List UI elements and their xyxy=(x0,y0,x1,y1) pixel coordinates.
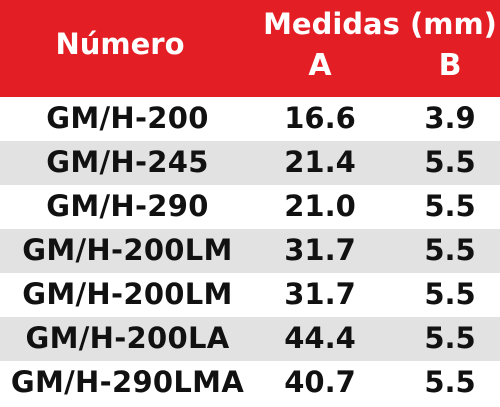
cell-a: 31.7 xyxy=(284,277,356,311)
header-col-a: A xyxy=(308,48,332,83)
table-row: GM/H-200LM 31.7 5.5 xyxy=(0,273,500,317)
table-row: GM/H-290LMA 40.7 5.5 xyxy=(0,361,500,405)
cell-a: 21.0 xyxy=(284,189,356,223)
cell-numero: GM/H-200 xyxy=(46,101,209,135)
header-numero: Número xyxy=(55,27,185,61)
cell-a: 40.7 xyxy=(284,365,356,399)
table-row: GM/H-200 16.6 3.9 xyxy=(0,97,500,141)
table-row: GM/H-200LM 31.7 5.5 xyxy=(0,229,500,273)
cell-numero: GM/H-245 xyxy=(46,145,209,179)
table-row: GM/H-200LA 44.4 5.5 xyxy=(0,317,500,361)
cell-numero: GM/H-200LM xyxy=(22,233,233,267)
cell-b: 3.9 xyxy=(424,101,476,135)
table-body: GM/H-200 16.6 3.9 GM/H-245 21.4 5.5 GM/H… xyxy=(0,97,500,405)
table-row: GM/H-245 21.4 5.5 xyxy=(0,141,500,185)
cell-a: 16.6 xyxy=(284,101,356,135)
cell-a: 31.7 xyxy=(284,233,356,267)
cell-numero: GM/H-290LMA xyxy=(10,365,245,399)
header-medidas: Medidas (mm) xyxy=(263,7,497,41)
cell-b: 5.5 xyxy=(424,233,476,267)
cell-b: 5.5 xyxy=(424,321,476,355)
cell-a: 44.4 xyxy=(284,321,356,355)
cell-b: 5.5 xyxy=(424,145,476,179)
cell-b: 5.5 xyxy=(424,365,476,399)
cell-numero: GM/H-200LM xyxy=(22,277,233,311)
cell-b: 5.5 xyxy=(424,189,476,223)
cell-a: 21.4 xyxy=(284,145,356,179)
header-col-b: B xyxy=(438,48,462,83)
table-header: Número Medidas (mm) A B xyxy=(0,0,500,97)
cell-numero: GM/H-290 xyxy=(46,189,209,223)
cell-numero: GM/H-200LA xyxy=(25,321,230,355)
table-row: GM/H-290 21.0 5.5 xyxy=(0,185,500,229)
cell-b: 5.5 xyxy=(424,277,476,311)
